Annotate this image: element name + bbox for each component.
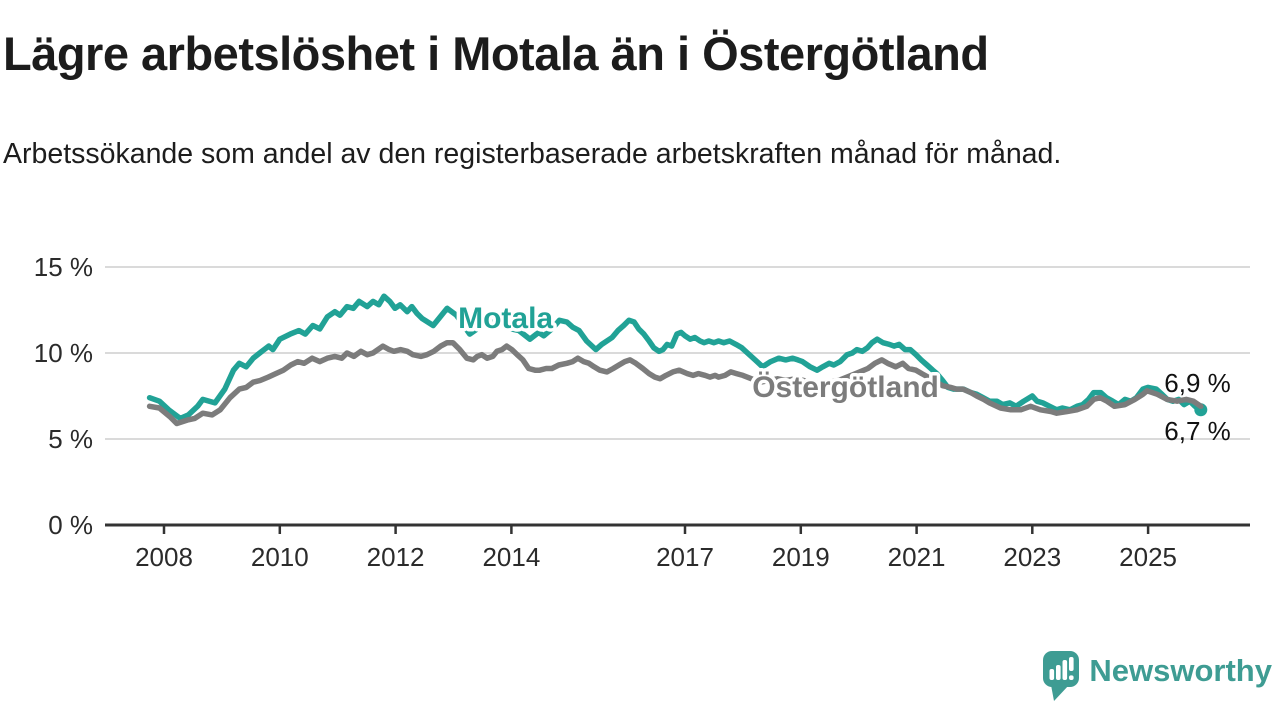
newsworthy-bubble-icon	[1043, 651, 1080, 701]
x-tick-label: 2010	[251, 542, 309, 572]
ostergotland-series-label: Östergötland	[752, 371, 939, 404]
x-tick-label: 2017	[656, 542, 714, 572]
x-tick-label: 2019	[772, 542, 830, 572]
y-tick-label: 0 %	[48, 510, 93, 540]
newsworthy-logo: Newsworthy	[1042, 650, 1272, 702]
y-tick-label: 10 %	[34, 338, 93, 368]
chart-subtitle: Arbetssökande som andel av den registerb…	[3, 138, 1062, 170]
y-tick-label: 15 %	[34, 252, 93, 282]
end-value-label: 6,7 %	[1164, 416, 1231, 446]
page-title: Lägre arbetslöshet i Motala än i Östergö…	[3, 27, 989, 80]
end-value-label: 6,9 %	[1164, 368, 1231, 398]
ostergotland-line	[146, 339, 1204, 427]
x-tick-label: 2023	[1003, 542, 1061, 572]
motala-line	[146, 293, 1204, 422]
x-tick-label: 2021	[888, 542, 946, 572]
x-tick-label: 2012	[367, 542, 425, 572]
x-tick-label: 2025	[1119, 542, 1177, 572]
x-tick-label: 2008	[135, 542, 193, 572]
x-tick-label: 2014	[482, 542, 540, 572]
motala-series-label: Motala	[458, 302, 553, 335]
newsworthy-wordmark: Newsworthy	[1089, 653, 1272, 688]
y-tick-label: 5 %	[48, 424, 93, 454]
